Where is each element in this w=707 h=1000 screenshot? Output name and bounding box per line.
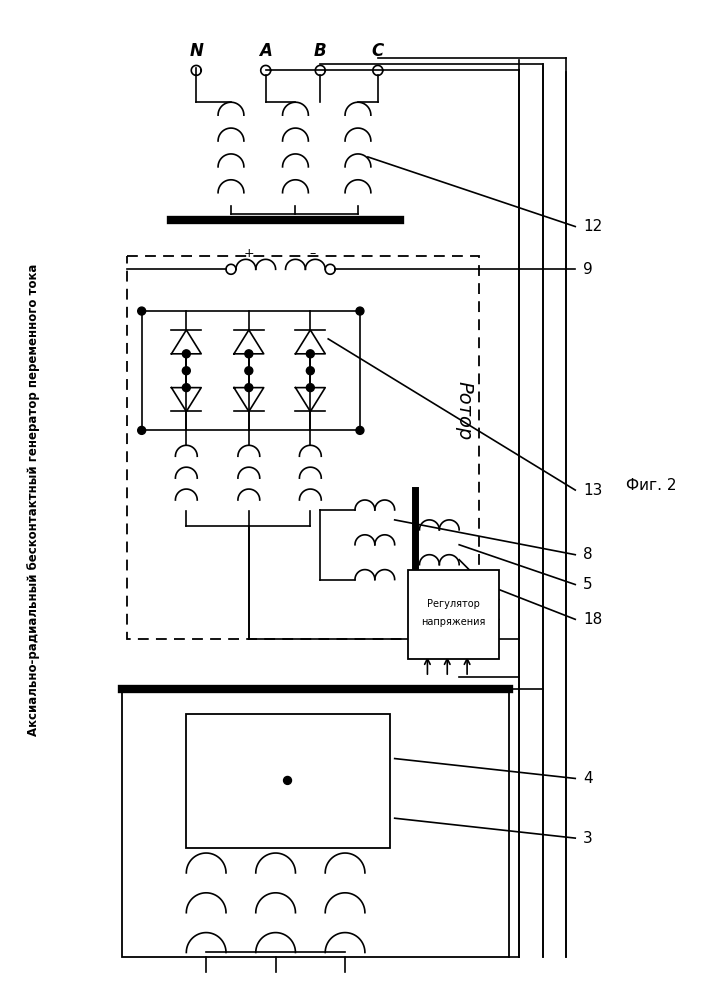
Text: 8: 8 [583,547,592,562]
Bar [122,689,509,957]
Circle shape [306,367,315,375]
Circle shape [182,384,190,392]
Text: напряжения: напряжения [421,617,486,627]
Bar [407,570,499,659]
Text: –: – [309,247,315,260]
Circle shape [245,350,253,358]
Circle shape [182,367,190,375]
Circle shape [356,426,364,434]
Text: 5: 5 [583,577,592,592]
Circle shape [306,350,315,358]
Circle shape [138,307,146,315]
Text: 4: 4 [583,771,592,786]
Text: Аксиально-радиальный бесконтактный генератор переменного тока: Аксиально-радиальный бесконтактный генер… [28,264,40,736]
Circle shape [245,384,253,392]
Text: 18: 18 [583,612,602,627]
Text: 12: 12 [583,219,602,234]
Text: +: + [243,247,254,260]
Text: 13: 13 [583,483,602,498]
Text: Ротор: Ротор [455,381,474,440]
Bar [187,714,390,848]
Bar [127,256,479,639]
Circle shape [138,426,146,434]
Text: Регулятор: Регулятор [427,599,479,609]
Circle shape [306,384,315,392]
Text: A: A [259,42,272,60]
Circle shape [245,367,253,375]
Circle shape [284,776,291,784]
Text: 3: 3 [583,831,593,846]
Circle shape [356,307,364,315]
Text: N: N [189,42,203,60]
Text: Фиг. 2: Фиг. 2 [626,478,677,493]
Text: C: C [372,42,384,60]
Text: 9: 9 [583,262,593,277]
Circle shape [182,350,190,358]
Text: B: B [314,42,327,60]
